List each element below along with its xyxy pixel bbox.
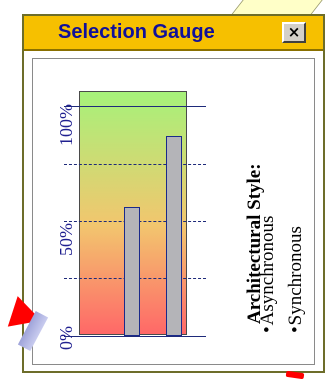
gauge-line-75 [64,164,206,165]
gauge-panel [32,58,315,365]
window-title: Selection Gauge [58,21,215,43]
legend-item-synchronous: •Synchronous [285,226,307,333]
bar-synchronous [166,135,182,336]
title-bar[interactable]: Selection Gauge × [24,16,323,51]
gauge-line-100 [64,106,206,107]
close-button[interactable]: × [282,22,306,43]
legend-item-label: Synchronous [285,226,306,326]
legend-bullet: • [285,326,306,333]
close-icon: × [287,23,301,41]
legend-item-asynchronous: •Asynchronous [257,216,279,333]
tick-label-0: 0% [56,326,76,350]
bar-asynchronous [124,207,140,336]
gauge-line-0 [64,336,206,337]
tick-label-50: 50% [56,223,76,256]
red-arrow-tail-fragment [285,370,305,379]
legend-item-label: Asynchronous [257,215,278,326]
legend-bullet: • [257,326,278,333]
tick-label-100: 100% [56,104,76,146]
